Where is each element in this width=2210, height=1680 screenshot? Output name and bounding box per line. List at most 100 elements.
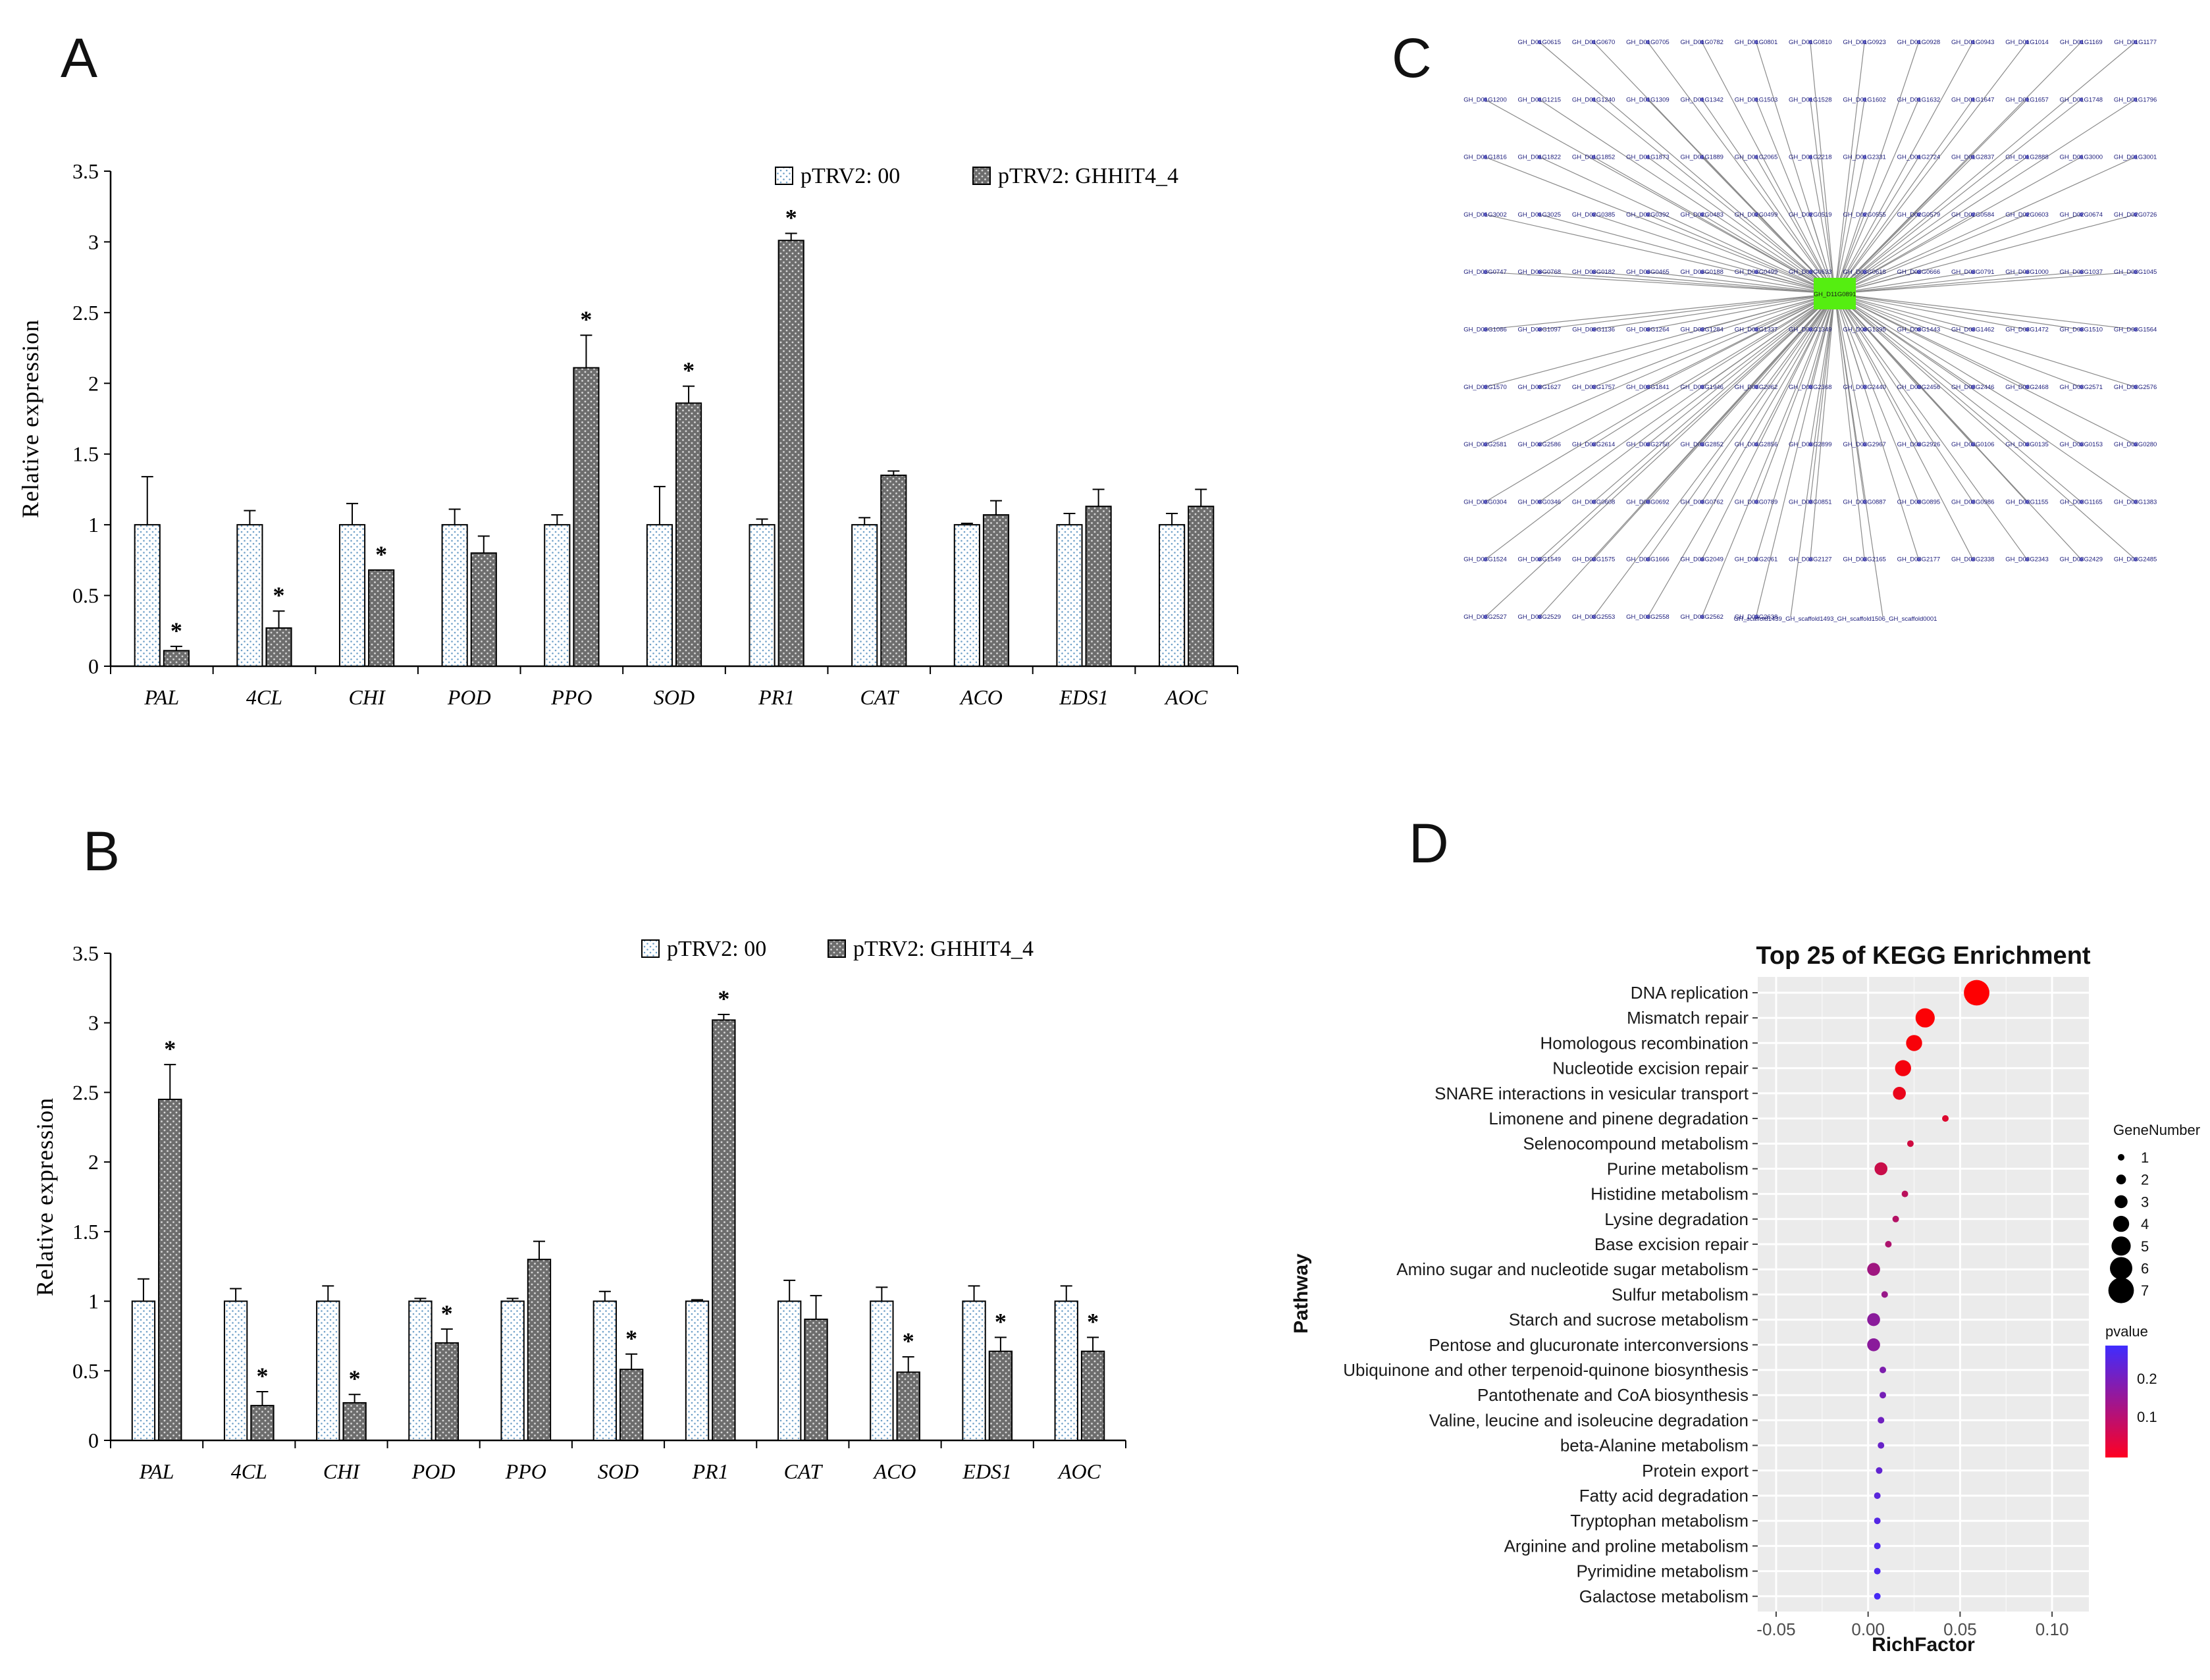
network-node-label: GH_D03G0188 — [1680, 269, 1723, 276]
y-tick-label: 0.5 — [72, 584, 99, 608]
network-node-label: GH_D01G0782 — [1680, 39, 1723, 46]
network-node-label: GH_D03G0304 — [1463, 498, 1506, 506]
network-edge — [1593, 293, 1835, 330]
network-node — [1754, 442, 1758, 447]
pathway-label: Fatty acid degradation — [1579, 1486, 1749, 1506]
network-node-label: GH_D01G1852 — [1572, 154, 1615, 161]
pathway-label: Pentose and glucuronate interconversions — [1429, 1335, 1749, 1355]
enrichment-point — [1892, 1215, 1899, 1222]
size-legend-dot — [2111, 1236, 2131, 1256]
bar-treatment — [342, 1402, 367, 1442]
network-edge — [1834, 293, 2028, 445]
panel-label-d: D — [1409, 812, 1449, 874]
panel-label-a: A — [61, 27, 97, 89]
y-tick-label: 0 — [88, 654, 99, 678]
network-node — [2079, 40, 2084, 44]
network-node — [2079, 442, 2084, 447]
network-edge — [1593, 293, 1835, 502]
network-node — [1754, 212, 1758, 217]
network-node — [1645, 327, 1650, 332]
enrichment-point — [1878, 1417, 1885, 1424]
pathway-label: Lysine degradation — [1604, 1209, 1749, 1229]
network-node-label: GH_D03G1564 — [2114, 327, 2157, 334]
network-edge — [1539, 157, 1835, 294]
pathway-label: Protein export — [1642, 1461, 1749, 1481]
network-node — [2025, 155, 2029, 159]
network-node — [1483, 500, 1487, 504]
network-node — [1591, 40, 1596, 44]
y-tick-label: 3 — [88, 1011, 99, 1035]
network-node — [1970, 557, 1975, 562]
network-node — [1754, 97, 1758, 102]
network-node-label: GH_D03G2177 — [1897, 556, 1940, 564]
network-edge — [1834, 41, 1865, 294]
network-edge — [1593, 157, 1835, 294]
y-tick-label: 2.5 — [72, 1080, 99, 1104]
network-node — [1645, 270, 1650, 275]
network-node-label: GH_D03G2062 — [1735, 384, 1777, 391]
bar-chart-a: 0 0.5 1 1.5 2 2.5 3 3.5 Relative expression PAL * 4… — [17, 159, 1238, 709]
network-node — [2133, 500, 2138, 504]
bar-treatment — [1080, 1350, 1105, 1442]
network-node-label: GH_D01G1647 — [1951, 96, 1994, 103]
network-node — [1591, 270, 1596, 275]
significance-star: * — [256, 1363, 268, 1389]
network-node — [1808, 212, 1812, 217]
category-label: CAT — [860, 685, 900, 709]
network-node — [2079, 327, 2084, 332]
bar-control — [953, 524, 980, 668]
network-node-label: GH_D02G0579 — [1897, 211, 1940, 219]
pathway-label: Mismatch repair — [1627, 1008, 1749, 1028]
bar-control — [1054, 1300, 1078, 1441]
pathway-label: Homologous recombination — [1540, 1033, 1749, 1053]
network-node — [1862, 442, 1867, 447]
network-node-label: GH_D01G0810 — [1789, 39, 1831, 46]
network-edge — [1539, 293, 1835, 502]
network-edge — [1593, 293, 1835, 617]
network-edge — [1485, 293, 1835, 445]
network-node — [1970, 384, 1975, 389]
significance-star: * — [349, 1365, 361, 1392]
network-node-label: GH_D03G2852 — [1680, 441, 1723, 448]
network-node — [1916, 270, 1921, 275]
network-node-label: GH_D03G0762 — [1680, 498, 1723, 506]
category-label: AOC — [1164, 685, 1208, 709]
network-node-label: GH_D03G1037 — [2060, 269, 2103, 276]
network-node — [1916, 384, 1921, 389]
x-axis-label: RichFactor — [1872, 1634, 1975, 1656]
network-node-label: GH_D03G1165 — [2060, 498, 2103, 506]
network-edge — [1834, 214, 2028, 294]
network-node — [2133, 97, 2138, 102]
network-node-label: GH_D03G1757 — [1572, 384, 1615, 391]
network-node — [1591, 155, 1596, 159]
network-edge — [1485, 293, 1835, 617]
y-axis-label: Relative expression — [17, 319, 43, 518]
network-edge — [1755, 157, 1835, 294]
network-node-label: GH_D01G0705 — [1626, 39, 1669, 46]
category-label: PPO — [505, 1459, 546, 1483]
network-node-label: GH_D01G1309 — [1626, 96, 1669, 103]
network-node — [1970, 155, 1975, 159]
network-edge — [1834, 214, 1973, 294]
network-node — [1916, 155, 1921, 159]
significance-star: * — [903, 1328, 914, 1354]
network-node — [2133, 557, 2138, 562]
category-label: EDS1 — [962, 1459, 1012, 1483]
network-node-label: GH_D01G2218 — [1789, 154, 1831, 161]
enrichment-point — [1867, 1263, 1880, 1276]
significance-star: * — [273, 582, 285, 608]
network-node-label: GH_D03G2338 — [1951, 556, 1994, 564]
bar-control — [749, 524, 776, 668]
network-node-label: GH_D03G0747 — [1463, 269, 1506, 276]
network-node-label: GH_D03G0887 — [1843, 498, 1885, 506]
network-edge — [1702, 271, 1835, 294]
network-node-label: GH_D03G1570 — [1463, 384, 1506, 391]
enrichment-point — [1881, 1291, 1888, 1298]
network-edge — [1834, 293, 2028, 388]
network-node — [1916, 40, 1921, 44]
network-edge — [1539, 271, 1835, 294]
network-node — [1483, 615, 1487, 619]
network-edge — [1701, 214, 1835, 294]
network-node-label: GH_D01G1873 — [1626, 154, 1669, 161]
network-node-label: GH_D03G1097 — [1518, 327, 1561, 334]
